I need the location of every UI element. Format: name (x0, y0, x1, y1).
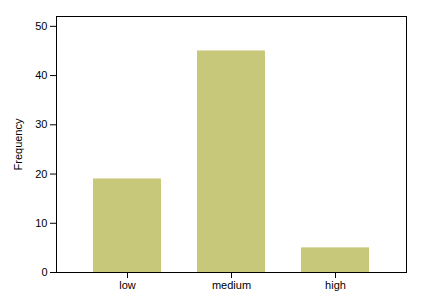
svg-text:10: 10 (35, 217, 47, 229)
svg-text:medium: medium (212, 279, 251, 291)
svg-text:0: 0 (41, 266, 47, 278)
svg-text:50: 50 (35, 20, 47, 32)
svg-text:low: low (119, 279, 136, 291)
svg-text:30: 30 (35, 118, 47, 130)
svg-text:high: high (325, 279, 346, 291)
svg-text:40: 40 (35, 69, 47, 81)
svg-text:Frequency: Frequency (12, 118, 24, 170)
svg-text:20: 20 (35, 168, 47, 180)
